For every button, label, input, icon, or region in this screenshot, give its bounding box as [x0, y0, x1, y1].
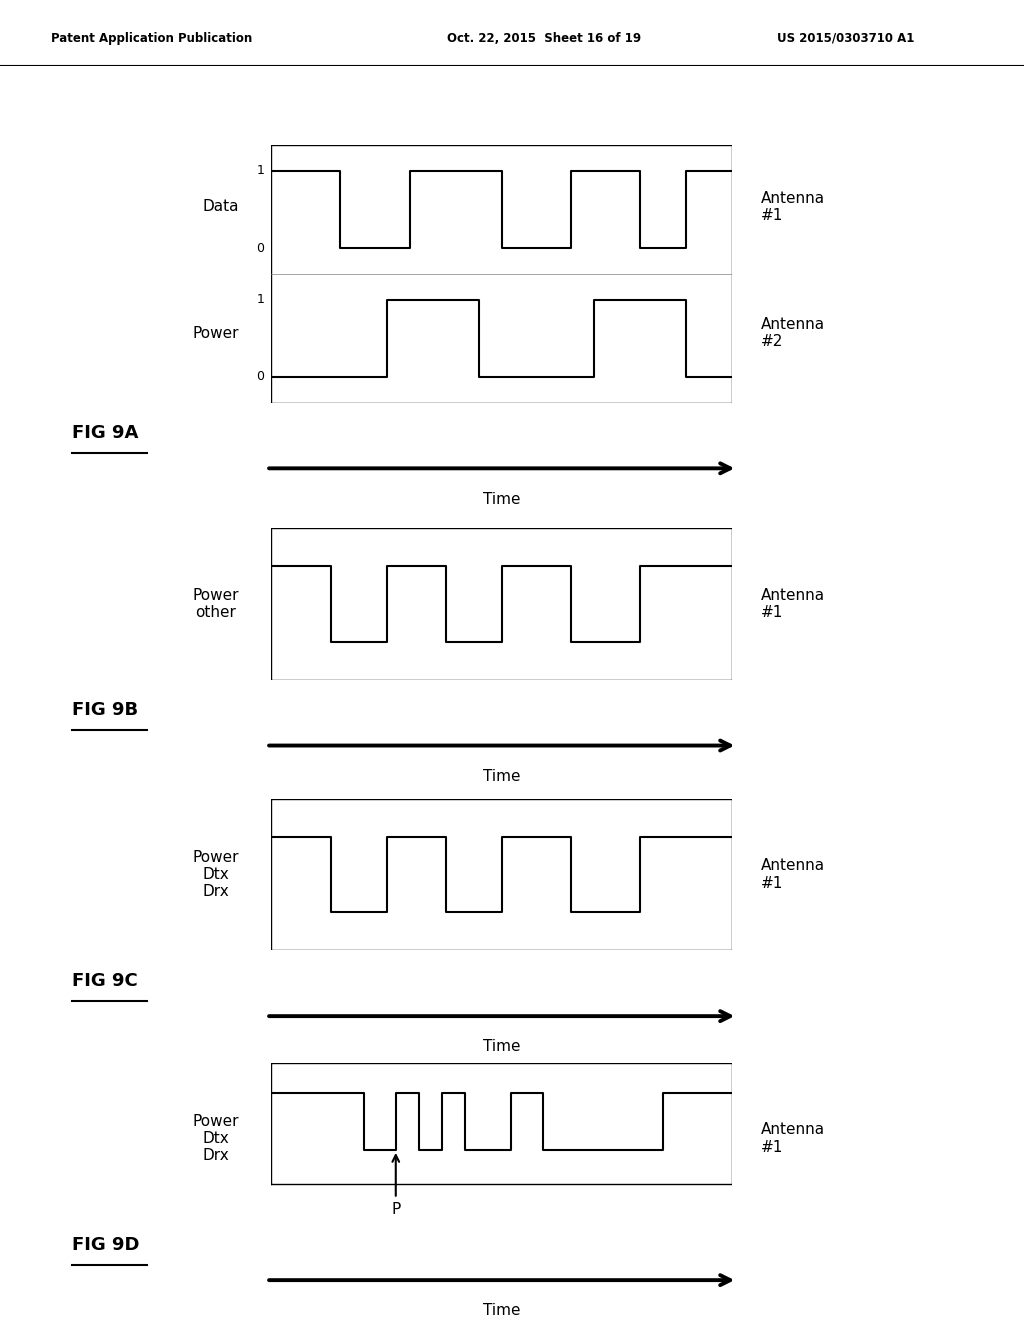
Text: Time: Time	[483, 768, 520, 784]
Text: 0: 0	[256, 371, 264, 383]
Text: Time: Time	[483, 1039, 520, 1055]
Text: Time: Time	[483, 1303, 520, 1319]
Text: Data: Data	[203, 199, 239, 214]
Text: Antenna
#1: Antenna #1	[761, 858, 825, 891]
Text: 0: 0	[256, 242, 264, 255]
Text: Time: Time	[483, 491, 520, 507]
Text: Antenna
#1: Antenna #1	[761, 1122, 825, 1155]
Text: FIG 9D: FIG 9D	[72, 1236, 139, 1254]
Text: Oct. 22, 2015  Sheet 16 of 19: Oct. 22, 2015 Sheet 16 of 19	[446, 32, 641, 45]
Text: Power
other: Power other	[193, 587, 239, 620]
Text: Patent Application Publication: Patent Application Publication	[51, 32, 253, 45]
Text: Antenna
#1: Antenna #1	[761, 587, 825, 620]
Text: FIG 9A: FIG 9A	[72, 424, 138, 442]
Text: 1: 1	[257, 293, 264, 306]
Text: P: P	[391, 1203, 400, 1217]
Text: Power
Dtx
Drx: Power Dtx Drx	[193, 850, 239, 899]
Text: Power
Dtx
Drx: Power Dtx Drx	[193, 1114, 239, 1163]
Text: Antenna
#2: Antenna #2	[761, 317, 825, 350]
Text: Power: Power	[193, 326, 239, 341]
Text: Antenna
#1: Antenna #1	[761, 191, 825, 223]
Text: FIG 9C: FIG 9C	[72, 972, 137, 990]
Text: FIG 9B: FIG 9B	[72, 701, 138, 719]
Text: 1: 1	[257, 165, 264, 177]
Text: US 2015/0303710 A1: US 2015/0303710 A1	[776, 32, 914, 45]
